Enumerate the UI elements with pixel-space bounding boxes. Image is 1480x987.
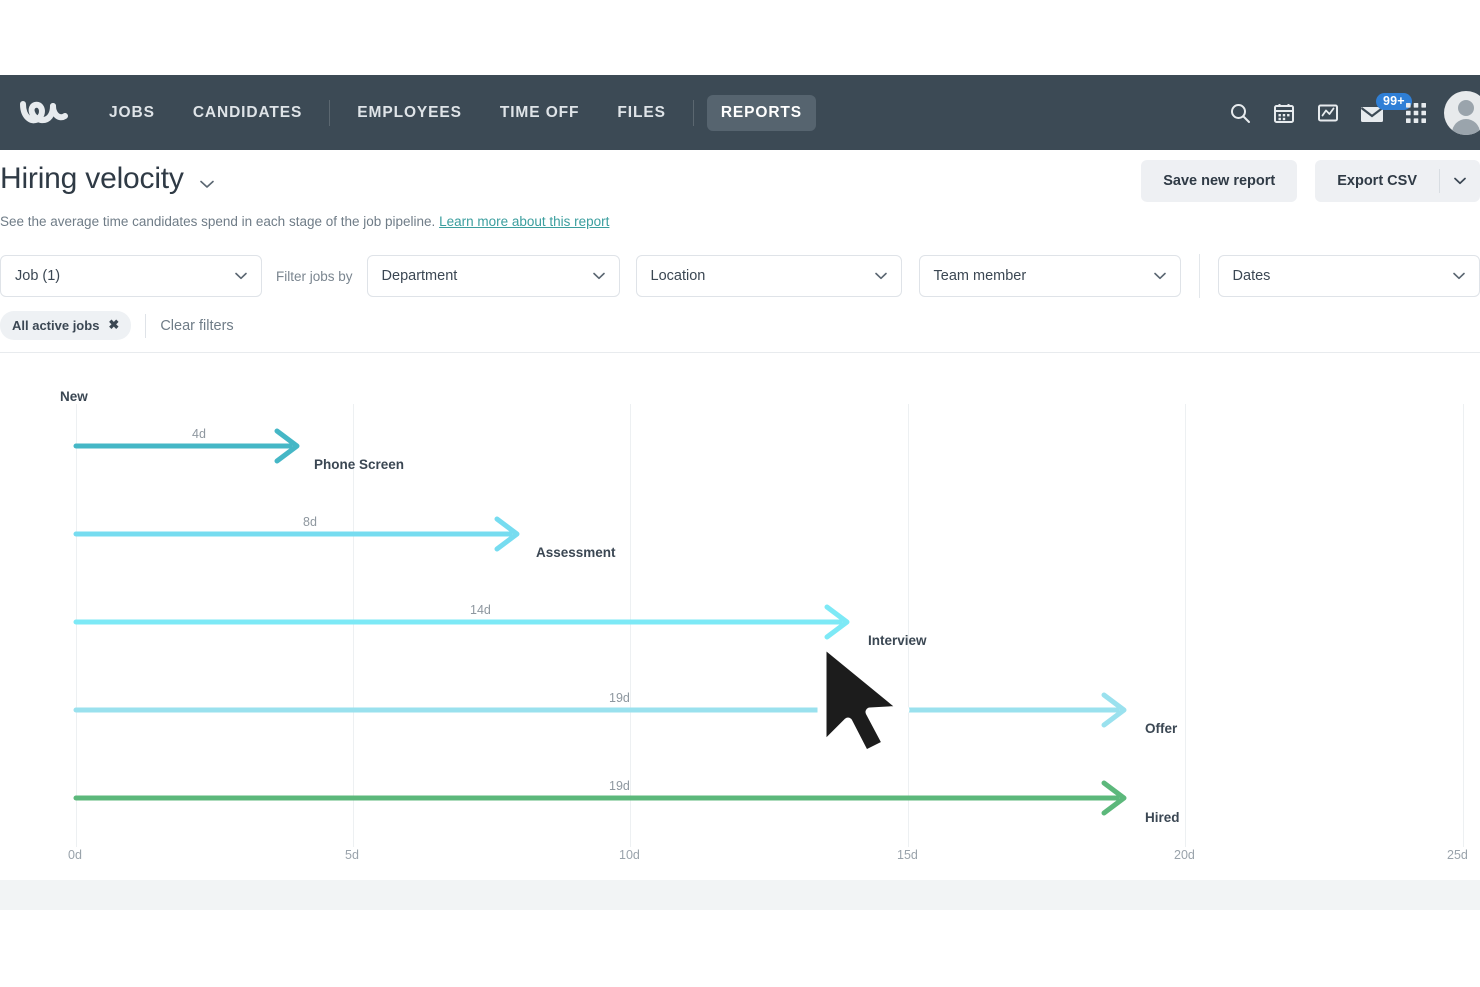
calendar-icon[interactable] [1262, 91, 1306, 135]
active-filter-chips: All active jobs ✖ Clear filters [0, 311, 234, 340]
export-chevron-down-icon[interactable] [1440, 160, 1480, 202]
gridline-10d [630, 404, 631, 847]
dates-select[interactable]: Dates [1217, 255, 1480, 297]
page-header: Hiring velocity See the average time can… [0, 150, 1480, 245]
nav-time-off[interactable]: TIME OFF [499, 103, 580, 121]
avatar-body [1452, 118, 1480, 135]
axis-tick-0d: 0d [68, 848, 82, 862]
export-split-divider [1439, 169, 1440, 193]
page-subtitle: See the average time candidates spend in… [0, 214, 609, 229]
apps-grid-icon[interactable] [1394, 91, 1438, 135]
mail-icon[interactable]: 99+ [1350, 91, 1412, 135]
filter-jobs-by-label: Filter jobs by [276, 268, 353, 284]
footer-band [0, 880, 1480, 910]
dates-select-value: Dates [1232, 268, 1271, 284]
nav-items: JOBS CANDIDATES EMPLOYEES TIME OFF FILES… [90, 75, 821, 150]
axis-tick-20d: 20d [1174, 848, 1195, 862]
nav-employees[interactable]: EMPLOYEES [357, 103, 462, 121]
analytics-icon[interactable] [1306, 91, 1350, 135]
axis-tick-15d: 15d [897, 848, 918, 862]
nav-reports[interactable]: REPORTS [706, 94, 817, 131]
nav-files[interactable]: FILES [617, 103, 666, 121]
team-member-select-value: Team member [933, 268, 1027, 284]
export-csv-button[interactable]: Export CSV [1315, 160, 1439, 202]
axis-tick-10d: 10d [619, 848, 640, 862]
gridline-5d [353, 404, 354, 847]
nav-divider-2 [692, 99, 694, 126]
export-csv-split-button: Export CSV [1315, 160, 1480, 202]
page-subtitle-text: See the average time candidates spend in… [0, 214, 436, 229]
duration-label-offer: 19d [609, 691, 630, 705]
job-select[interactable]: Job (1) [0, 255, 262, 297]
gridline-25d [1463, 404, 1464, 847]
nav-candidates[interactable]: CANDIDATES [192, 103, 303, 121]
workable-logo-icon[interactable] [16, 93, 80, 133]
stage-label-assessment: Assessment [536, 545, 616, 560]
duration-label-assessment: 8d [303, 515, 317, 529]
gridline-15d [908, 404, 909, 847]
footer-white-area [0, 910, 1480, 987]
department-select-chevron-down-icon [592, 268, 605, 284]
clear-filters-link[interactable]: Clear filters [160, 317, 234, 334]
location-select[interactable]: Location [635, 255, 902, 297]
stage-label-phone-screen: Phone Screen [314, 457, 405, 472]
stage-label-hired: Hired [1145, 810, 1180, 825]
mail-badge: 99+ [1376, 92, 1412, 110]
title-chevron-down-icon[interactable] [200, 176, 214, 194]
gridline-20d [1185, 404, 1186, 847]
duration-label-interview: 14d [470, 603, 491, 617]
filter-bar: Job (1) Filter jobs by Department Locati… [0, 252, 1480, 300]
avatar-head [1458, 99, 1474, 116]
page-title: Hiring velocity [0, 162, 184, 195]
hiring-velocity-chart [0, 353, 1480, 880]
search-icon[interactable] [1218, 91, 1262, 135]
header-divider [0, 352, 1480, 353]
top-white-gap [0, 0, 1480, 75]
job-select-chevron-down-icon [235, 268, 247, 284]
team-member-select-chevron-down-icon [1153, 268, 1166, 284]
job-select-value: Job (1) [15, 268, 61, 284]
close-icon[interactable]: ✖ [108, 317, 120, 332]
stage-label-new: New [60, 389, 88, 404]
nav-jobs[interactable]: JOBS [109, 103, 155, 121]
location-select-chevron-down-icon [874, 268, 887, 284]
dates-select-chevron-down-icon [1452, 268, 1465, 284]
duration-label-hired: 19d [609, 779, 630, 793]
gridline-0d [76, 404, 77, 847]
axis-tick-5d: 5d [345, 848, 359, 862]
chip-all-active-jobs[interactable]: All active jobs ✖ [0, 311, 132, 340]
team-member-select[interactable]: Team member [918, 255, 1181, 297]
duration-label-phone-screen: 4d [192, 427, 206, 441]
stage-label-interview: Interview [868, 633, 927, 648]
nav-divider-1 [329, 99, 331, 126]
department-select[interactable]: Department [366, 255, 620, 297]
header-actions: Save new report Export CSV [1141, 160, 1480, 202]
stage-label-offer: Offer [1145, 721, 1178, 736]
avatar[interactable] [1444, 90, 1480, 135]
chip-divider [145, 313, 147, 338]
location-select-value: Location [650, 268, 706, 284]
filter-divider [1198, 254, 1200, 298]
nav-right-icons: 99+ [1218, 75, 1480, 150]
department-select-value: Department [381, 268, 458, 284]
axis-tick-25d: 25d [1447, 848, 1468, 862]
save-new-report-button[interactable]: Save new report [1141, 160, 1298, 202]
learn-more-link[interactable]: Learn more about this report [439, 214, 610, 229]
main-navbar: JOBS CANDIDATES EMPLOYEES TIME OFF FILES… [0, 75, 1480, 150]
chip-label: All active jobs [12, 317, 100, 333]
